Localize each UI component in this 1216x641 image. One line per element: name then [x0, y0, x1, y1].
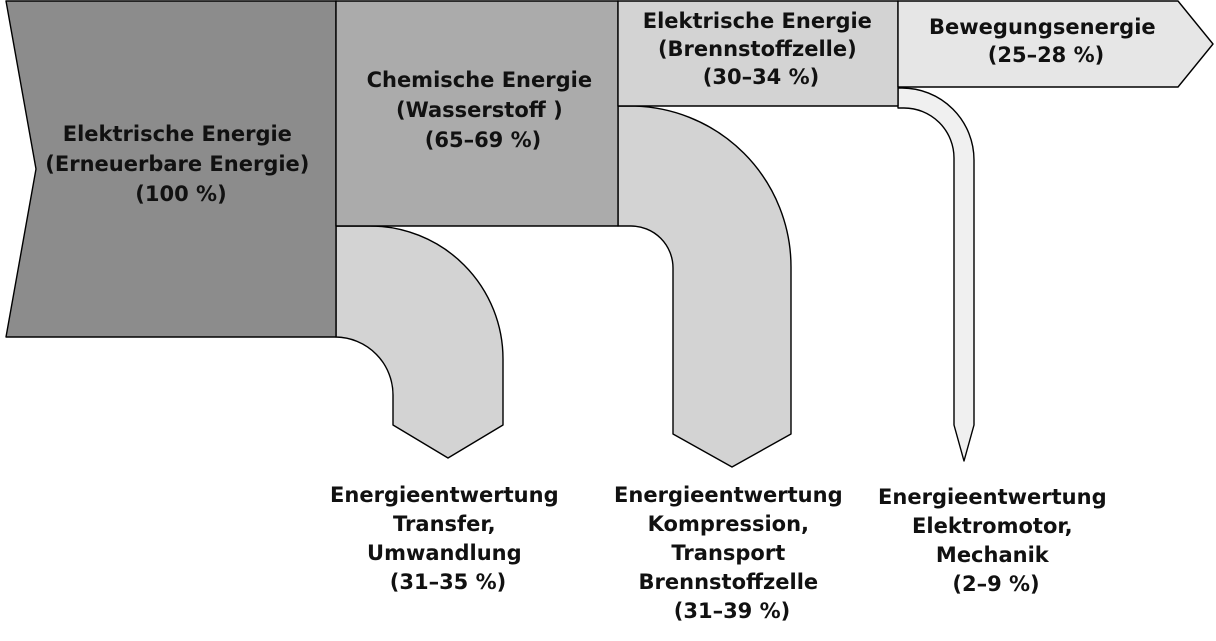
label-motion-line: Bewegungsenergie — [929, 15, 1156, 39]
label-loss-transfer-line: Transfer, — [393, 512, 496, 536]
label-source-line: (100 %) — [135, 182, 226, 206]
label-loss-motor-line: (2–9 %) — [952, 572, 1039, 596]
label-loss-transfer-line: Energieentwertung — [330, 483, 559, 507]
loss-flow-transfer — [335, 225, 504, 459]
label-loss-transfer: Energieentwertung Transfer, Umwandlung (… — [330, 483, 566, 594]
label-loss-transfer-line: (31–35 %) — [390, 570, 507, 594]
stage-block-chemical — [335, 0, 619, 227]
label-source-line: (Erneuerbare Energie) — [45, 152, 309, 176]
label-chemical-line: Chemische Energie — [367, 68, 593, 92]
label-electric-fuel-cell-line: (30–34 %) — [703, 65, 820, 89]
stage-block-electric-fuel-cell — [617, 0, 899, 107]
label-loss-compression-line: Transport — [671, 541, 785, 565]
label-loss-compression: Energieentwertung Kompression, Transport… — [614, 483, 850, 623]
label-loss-motor-line: Energieentwertung — [878, 485, 1107, 509]
stage-block-motion-arrow — [897, 0, 1214, 88]
label-electric-fuel-cell-line: (Brennstoffzelle) — [658, 37, 857, 61]
label-loss-motor-line: Elektromotor, — [912, 514, 1073, 538]
label-electric-fuel-cell: Elektrische Energie (Brennstoffzelle) (3… — [643, 9, 879, 89]
label-loss-transfer-line: Umwandlung — [367, 541, 522, 565]
label-source-line: Elektrische Energie — [63, 122, 292, 146]
label-source: Elektrische Energie (Erneuerbare Energie… — [45, 122, 316, 206]
label-motion-line: (25–28 %) — [988, 43, 1105, 67]
label-electric-fuel-cell-line: Elektrische Energie — [643, 9, 872, 33]
label-chemical-line: (Wasserstoff ) — [396, 98, 563, 122]
label-motion: Bewegungsenergie (25–28 %) — [929, 15, 1163, 67]
label-chemical-line: (65–69 %) — [425, 128, 542, 152]
label-loss-motor-line: Mechanik — [936, 543, 1050, 567]
loss-flow-motor — [897, 87, 975, 462]
label-chemical: Chemische Energie (Wasserstoff ) (65–69 … — [367, 68, 600, 152]
stage-block-source — [5, 0, 337, 338]
label-loss-compression-line: Brennstoffzelle — [639, 570, 819, 594]
label-loss-compression-line: Energieentwertung — [614, 483, 843, 507]
label-loss-compression-line: (31–39 %) — [674, 599, 791, 623]
label-loss-motor: Energieentwertung Elektromotor, Mechanik… — [878, 485, 1114, 596]
label-loss-compression-line: Kompression, — [648, 512, 809, 536]
loss-flow-compression — [617, 105, 792, 468]
